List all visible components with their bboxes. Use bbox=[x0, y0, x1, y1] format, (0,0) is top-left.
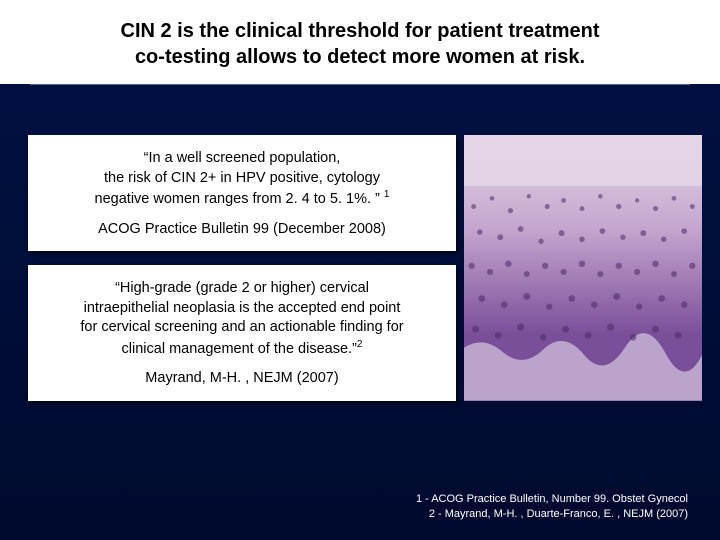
quote-ref-2: 2 bbox=[357, 339, 363, 350]
footnotes: 1 - ACOG Practice Bulletin, Number 99. O… bbox=[416, 492, 688, 522]
quote-ref-1: 1 bbox=[384, 189, 390, 200]
quote-source-2: Mayrand, M-H. , NEJM (2007) bbox=[42, 369, 442, 389]
quote-box-2: “High-grade (grade 2 or higher) cervical… bbox=[28, 265, 456, 401]
title-line-2: co-testing allows to detect more women a… bbox=[135, 46, 585, 68]
divider bbox=[30, 84, 690, 85]
quote-source-1: ACOG Practice Bulletin 99 (December 2008… bbox=[42, 220, 442, 240]
quote-body-2: “High-grade (grade 2 or higher) cervical… bbox=[42, 279, 442, 359]
slide-title: CIN 2 is the clinical threshold for pati… bbox=[40, 18, 680, 70]
histology-image bbox=[464, 135, 702, 401]
histology-svg bbox=[464, 135, 702, 401]
quote-text-1: “In a well screened population, the risk… bbox=[95, 150, 380, 207]
quote-text-2: “High-grade (grade 2 or higher) cervical… bbox=[80, 280, 403, 357]
title-line-1: CIN 2 is the clinical threshold for pati… bbox=[121, 20, 600, 42]
quote-box-1: “In a well screened population, the risk… bbox=[28, 135, 456, 251]
content-row: “In a well screened population, the risk… bbox=[28, 135, 702, 401]
footnote-2: 2 - Mayrand, M-H. , Duarte-Franco, E. , … bbox=[416, 507, 688, 522]
quotes-column: “In a well screened population, the risk… bbox=[28, 135, 456, 401]
footnote-1: 1 - ACOG Practice Bulletin, Number 99. O… bbox=[416, 492, 688, 507]
title-block: CIN 2 is the clinical threshold for pati… bbox=[0, 0, 720, 84]
quote-body-1: “In a well screened population, the risk… bbox=[42, 149, 442, 210]
